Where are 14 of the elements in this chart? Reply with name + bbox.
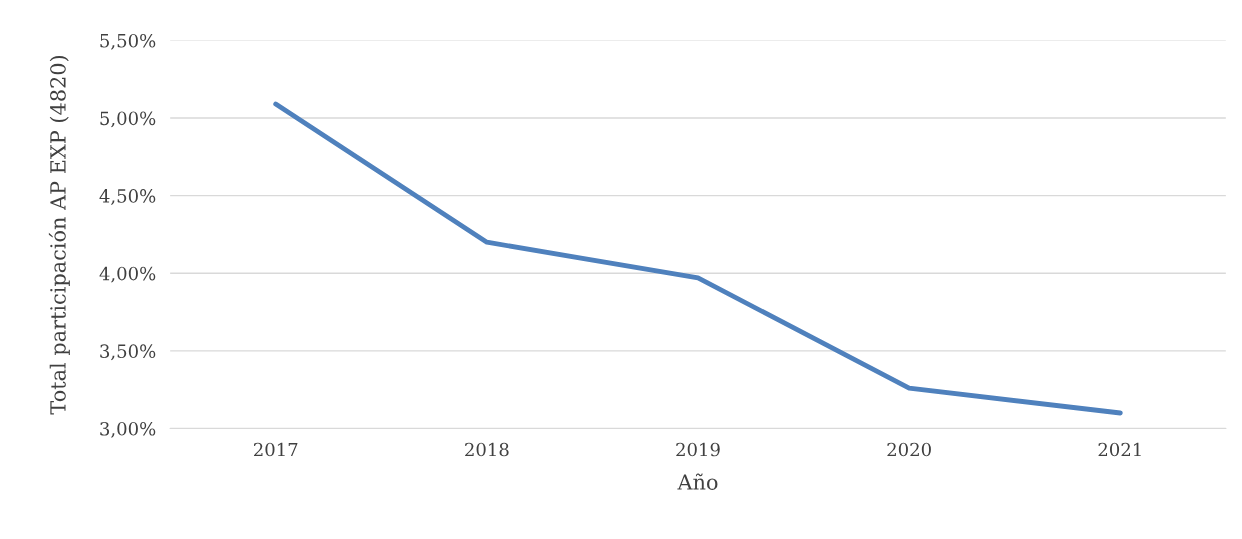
- y-tick-label: 3,50%: [100, 344, 156, 361]
- x-tick-label: 2020: [887, 442, 931, 457]
- y-tick-label: 5,50%: [100, 33, 156, 50]
- x-axis-title: Año: [677, 473, 718, 490]
- x-tick-label: 2017: [253, 442, 298, 457]
- line-series: [273, 101, 1123, 416]
- y-tick-label: 5,00%: [100, 111, 156, 128]
- y-axis-title: Total participación AP EXP (4820): [48, 55, 70, 415]
- x-tick-label: 2018: [465, 442, 509, 457]
- x-tick-label: 2019: [676, 442, 720, 457]
- y-tick-label: 4,50%: [99, 189, 156, 205]
- x-tick-label: 2021: [1098, 442, 1141, 457]
- y-tick-label: 3,00%: [100, 421, 156, 438]
- y-tick-label: 4,00%: [99, 266, 156, 283]
